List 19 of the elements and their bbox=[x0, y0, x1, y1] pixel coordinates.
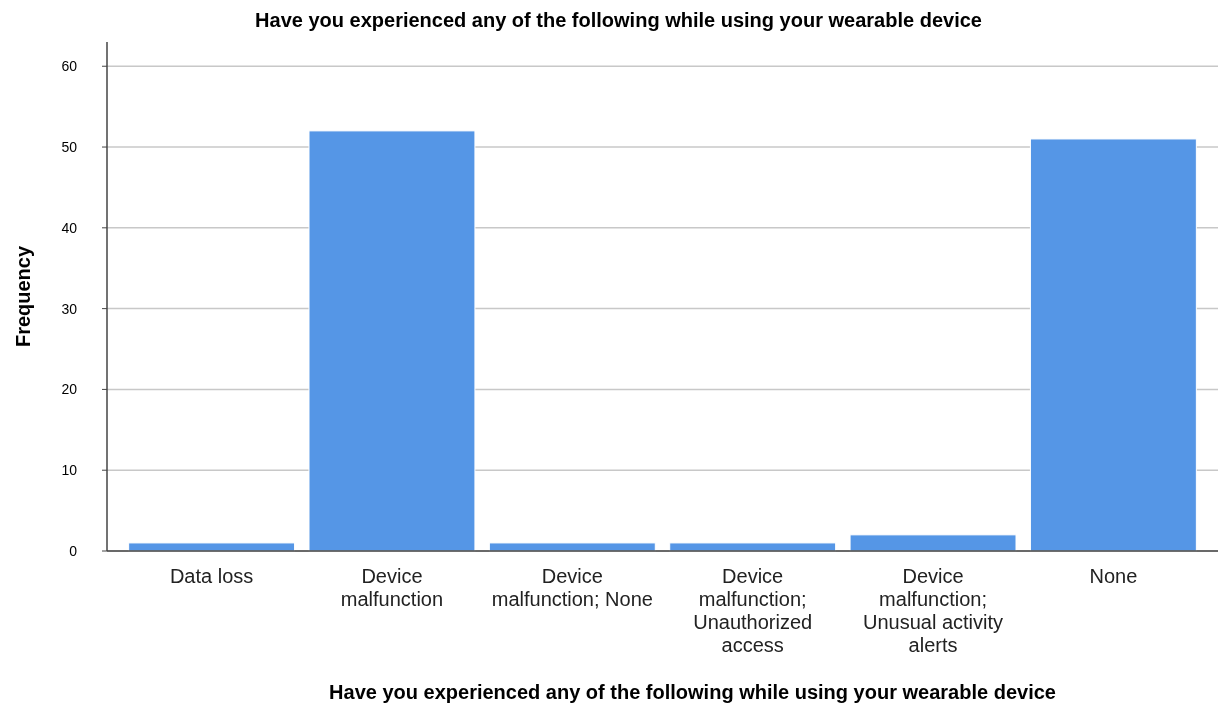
y-tick-label: 60 bbox=[61, 58, 78, 75]
chart-title: Have you experienced any of the following while using your wearable device bbox=[255, 9, 982, 31]
y-tick-label: 40 bbox=[61, 219, 78, 236]
x-axis-title: Have you experienced any of the following while using your wearable device bbox=[329, 681, 1056, 703]
y-tick-label: 30 bbox=[61, 300, 78, 317]
y-tick-label: 20 bbox=[61, 381, 78, 398]
bar bbox=[1029, 138, 1197, 552]
x-tick-label: Data loss bbox=[169, 565, 254, 587]
x-tick-label: Device malfunction; None bbox=[491, 565, 653, 610]
x-tick-label: None bbox=[1089, 565, 1138, 587]
bar bbox=[308, 130, 476, 552]
x-tick-label: Device malfunction; Unusual activity alerts bbox=[863, 565, 1004, 656]
x-tick-label: Device malfunction; Unauthorized access bbox=[693, 565, 813, 656]
y-tick-label: 10 bbox=[61, 462, 78, 479]
y-tick-label: 0 bbox=[69, 542, 78, 559]
x-tick-label: Device malfunction bbox=[340, 565, 444, 610]
bar bbox=[849, 534, 1017, 552]
y-axis-title: Frequency bbox=[12, 245, 34, 348]
y-tick-label: 50 bbox=[61, 138, 78, 155]
